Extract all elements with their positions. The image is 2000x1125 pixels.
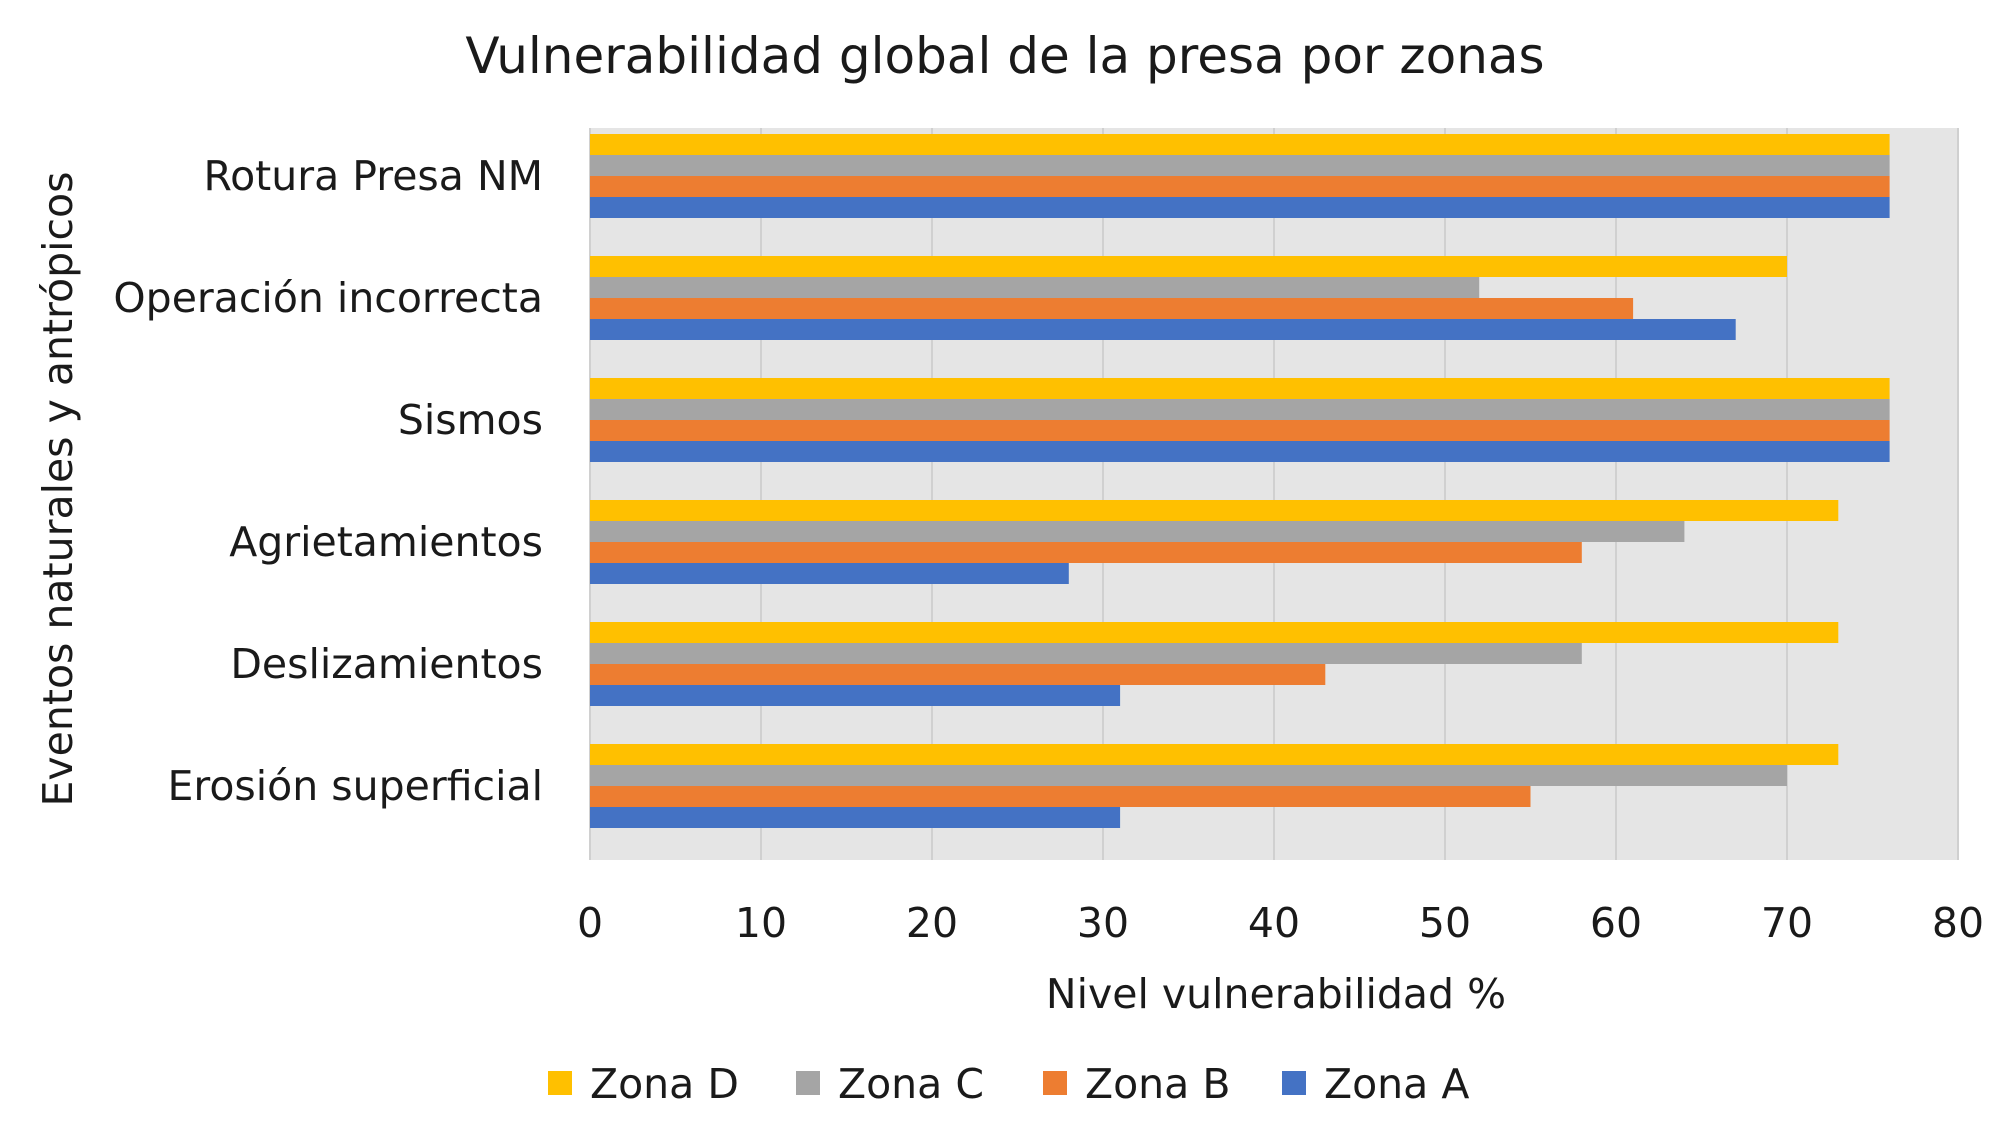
bar-zona-a-erosion-superficial — [590, 807, 1121, 828]
chart-title: Vulnerabilidad global de la presa por zo… — [465, 27, 1544, 85]
x-tick-label-0: 0 — [577, 899, 603, 947]
x-tick-label-40: 40 — [1248, 899, 1300, 947]
category-label-deslizamientos: Deslizamientos — [230, 640, 543, 688]
bar-zona-b-deslizamientos — [590, 664, 1326, 685]
bar-zona-b-sismos — [590, 420, 1890, 441]
bar-zona-d-sismos — [590, 378, 1890, 399]
bar-zona-c-agrietamientos — [590, 521, 1685, 542]
bar-zona-c-sismos — [590, 399, 1890, 420]
bar-zona-a-rotura-presa-nm — [590, 197, 1890, 218]
bar-zona-c-operacion-incorrecta — [590, 277, 1480, 298]
gridlines — [589, 128, 1959, 860]
bar-zona-a-deslizamientos — [590, 685, 1121, 706]
bar-zona-a-agrietamientos — [590, 563, 1069, 584]
category-label-erosion-superficial: Erosión superficial — [167, 762, 543, 810]
x-tick-label-60: 60 — [1590, 899, 1642, 947]
bar-zona-d-rotura-presa-nm — [590, 134, 1890, 155]
category-label-rotura-presa-nm: Rotura Presa NM — [203, 152, 543, 200]
bar-zona-b-agrietamientos — [590, 542, 1582, 563]
bar-zona-a-sismos — [590, 441, 1890, 462]
legend-label-zona-b: Zona B — [1085, 1060, 1230, 1108]
bar-zona-c-rotura-presa-nm — [590, 155, 1890, 176]
x-tick-labels: 0 10 20 30 40 50 60 70 80 — [577, 899, 1984, 947]
bar-zona-c-deslizamientos — [590, 643, 1582, 664]
category-labels: Rotura Presa NM Operación incorrecta Sismo… — [113, 152, 543, 810]
legend-swatch-zona-a — [1282, 1071, 1306, 1095]
bar-zona-a-operacion-incorrecta — [590, 319, 1736, 340]
x-axis-title: Nivel vulnerabilidad % — [1046, 970, 1506, 1018]
x-tick-label-30: 30 — [1077, 899, 1129, 947]
x-tick-label-20: 20 — [906, 899, 958, 947]
bar-zona-b-operacion-incorrecta — [590, 298, 1634, 319]
bar-zona-d-operacion-incorrecta — [590, 256, 1787, 277]
category-label-operacion-incorrecta: Operación incorrecta — [113, 274, 543, 322]
x-tick-label-80: 80 — [1932, 899, 1984, 947]
category-label-sismos: Sismos — [398, 396, 543, 444]
bar-zona-b-erosion-superficial — [590, 786, 1531, 807]
y-axis-title: Eventos naturales y antrópicos — [34, 171, 82, 806]
bars — [590, 134, 1890, 828]
x-tick-label-70: 70 — [1761, 899, 1813, 947]
legend-label-zona-d: Zona D — [590, 1060, 739, 1108]
bar-zona-d-agrietamientos — [590, 500, 1839, 521]
legend-label-zona-c: Zona C — [838, 1060, 984, 1108]
x-tick-label-10: 10 — [735, 899, 787, 947]
legend-swatch-zona-c — [796, 1071, 820, 1095]
legend-item-zona-b: Zona B — [1043, 1060, 1230, 1108]
legend-swatch-zona-d — [548, 1071, 572, 1095]
legend: Zona D Zona C Zona B Zona A — [548, 1060, 1469, 1108]
legend-item-zona-c: Zona C — [796, 1060, 984, 1108]
legend-item-zona-a: Zona A — [1282, 1060, 1469, 1108]
legend-swatch-zona-b — [1043, 1071, 1067, 1095]
bar-zona-d-erosion-superficial — [590, 744, 1839, 765]
x-tick-label-50: 50 — [1419, 899, 1471, 947]
bar-zona-d-deslizamientos — [590, 622, 1839, 643]
bar-zona-c-erosion-superficial — [590, 765, 1787, 786]
category-label-agrietamientos: Agrietamientos — [229, 518, 543, 566]
legend-item-zona-d: Zona D — [548, 1060, 739, 1108]
legend-label-zona-a: Zona A — [1324, 1060, 1469, 1108]
bar-zona-b-rotura-presa-nm — [590, 176, 1890, 197]
